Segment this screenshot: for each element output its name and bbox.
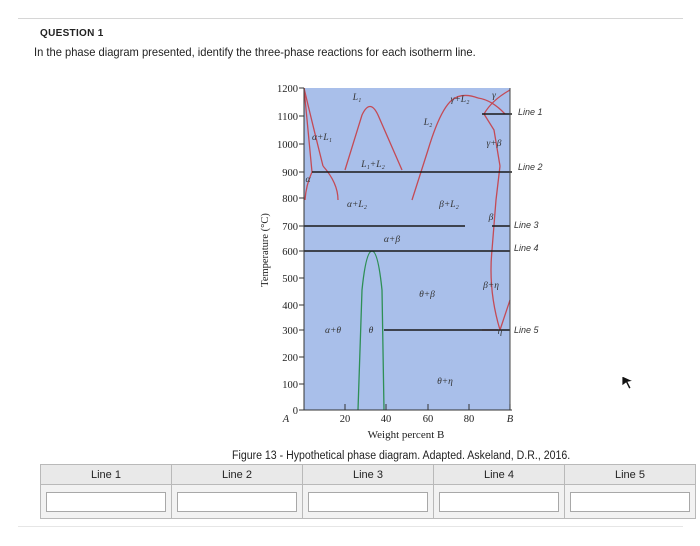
y-tick-0: 0 [293, 406, 298, 417]
x-tick-60: 60 [423, 414, 434, 425]
x-tick-B: B [507, 414, 514, 425]
l2-liquidus-left [322, 165, 339, 201]
answer-input-line-1[interactable] [46, 491, 166, 512]
l2-liquidus-right [411, 94, 479, 201]
beta-solvus-upper [491, 165, 501, 251]
region-theta-eta: θ+η [437, 377, 453, 387]
y-tick-900: 900 [282, 168, 298, 179]
region-alpha-L1: α+L₁ [312, 133, 332, 143]
region-alpha-theta: α+θ [325, 326, 341, 336]
y-tick-700: 700 [282, 222, 298, 233]
x-tick-20: 20 [340, 414, 351, 425]
x-axis-ticks [303, 404, 511, 410]
region-eta: η [498, 327, 503, 337]
bottom-divider [18, 526, 683, 527]
answer-table: Line 1 Line 2 Line 3 Line 4 Line 5 [40, 464, 696, 519]
answer-table-header-row: Line 1 Line 2 Line 3 Line 4 Line 5 [40, 464, 696, 485]
answer-cell-3 [302, 484, 434, 519]
region-L1: L₁ [352, 93, 362, 103]
region-alpha-L2: α+L₂ [347, 200, 368, 210]
question-header: QUESTION 1 [40, 28, 104, 39]
region-alpha: α [306, 175, 312, 185]
gamma-beta-boundary [483, 113, 501, 167]
eta-solvus [499, 299, 511, 331]
column-header-line-1: Line 1 [40, 464, 172, 485]
y-tick-400: 400 [282, 301, 298, 312]
answer-input-line-5[interactable] [570, 491, 690, 512]
region-beta-eta: β+η [482, 281, 499, 291]
region-L2: L₂ [423, 118, 433, 128]
solvus-a [304, 171, 313, 201]
gamma-solidus [483, 89, 511, 115]
y-tick-100: 100 [282, 380, 298, 391]
x-axis-label: Weight percent B [368, 429, 445, 441]
answer-input-line-3[interactable] [308, 491, 428, 512]
x-tick-40: 40 [381, 414, 392, 425]
isotherm-label-2: Line 2 [518, 162, 543, 172]
y-tick-800: 800 [282, 194, 298, 205]
plot-background [304, 88, 510, 410]
solidus-a [303, 87, 313, 173]
region-beta: β [488, 213, 494, 223]
y-tick-1100: 1100 [277, 112, 298, 123]
isotherm-label-1: Line 1 [518, 107, 543, 117]
x-tick-80: 80 [464, 414, 475, 425]
region-theta-beta: θ+β [419, 290, 435, 300]
x-tick-A: A [282, 414, 290, 425]
top-divider [18, 18, 683, 19]
answer-input-line-2[interactable] [177, 491, 297, 512]
region-gamma: γ [492, 91, 496, 101]
answer-input-line-4[interactable] [439, 491, 559, 512]
region-theta: θ [369, 326, 374, 336]
y-axis-label: Temperature (°C) [260, 213, 271, 287]
mouse-pointer-icon [621, 375, 635, 390]
column-header-line-3: Line 3 [302, 464, 434, 485]
y-tick-200: 200 [282, 353, 298, 364]
isotherm-label-4: Line 4 [514, 243, 539, 253]
figure-caption: Figure 13 - Hypothetical phase diagram. … [232, 450, 571, 462]
miscibility-gap [344, 105, 403, 171]
answer-cell-2 [171, 484, 303, 519]
answer-input-row [40, 484, 696, 519]
region-gamma-L2: γ+L₂ [451, 95, 470, 105]
isotherm-label-5: Line 5 [514, 325, 540, 335]
answer-cell-5 [564, 484, 696, 519]
isotherm-label-3: Line 3 [514, 220, 539, 230]
region-beta-L2: β+L₂ [438, 200, 459, 210]
y-tick-500: 500 [282, 274, 298, 285]
y-tick-1200: 1200 [277, 84, 298, 95]
y-axis-ticks [299, 87, 304, 411]
isotherm-lines [304, 113, 512, 331]
answer-cell-1 [40, 484, 172, 519]
beta-solvus-lower [490, 249, 501, 331]
column-header-line-4: Line 4 [433, 464, 565, 485]
region-L1-L2: L₁+L₂ [360, 160, 385, 170]
column-header-line-5: Line 5 [564, 464, 696, 485]
region-gamma-beta: γ+β [487, 139, 502, 149]
answer-cell-4 [433, 484, 565, 519]
liquidus-a-upper [303, 87, 324, 167]
y-tick-600: 600 [282, 247, 298, 258]
y-tick-300: 300 [282, 326, 298, 337]
region-alpha-beta: α+β [384, 235, 400, 245]
question-text: In the phase diagram presented, identify… [34, 45, 476, 59]
column-header-line-2: Line 2 [171, 464, 303, 485]
y-tick-1000: 1000 [277, 140, 298, 151]
